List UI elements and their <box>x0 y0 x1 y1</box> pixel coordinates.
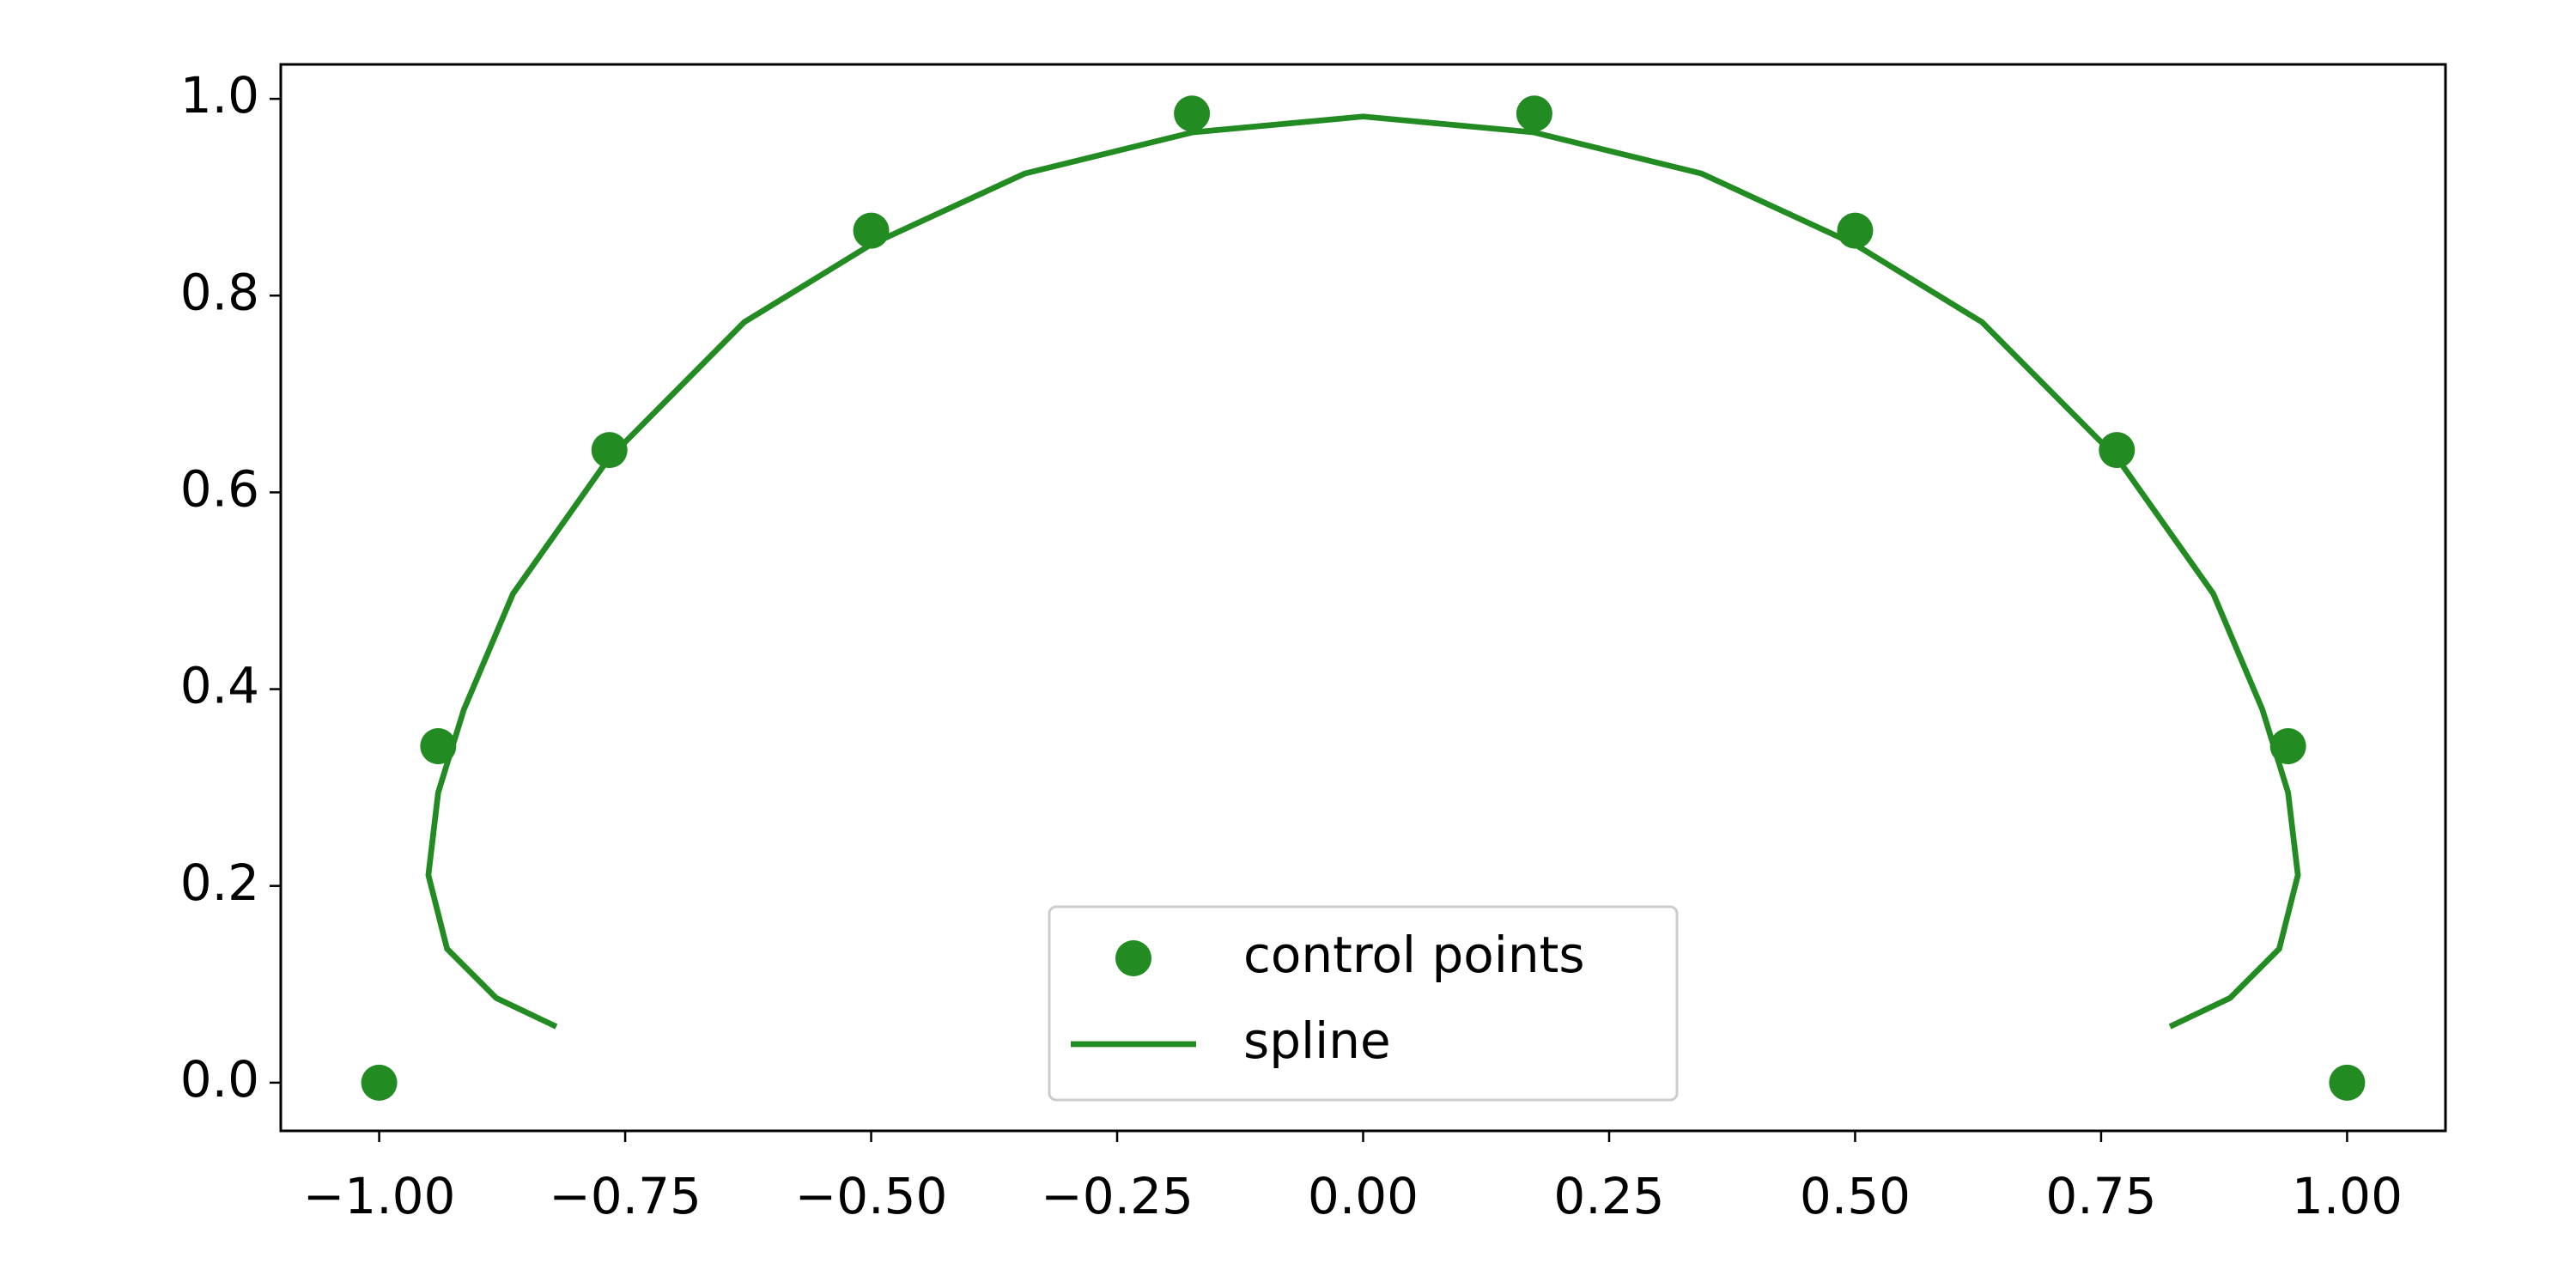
x-tick-label: 0.75 <box>2045 1167 2156 1225</box>
legend-marker <box>1115 940 1151 976</box>
x-tick-label: −0.50 <box>795 1167 948 1225</box>
spline-line <box>425 113 2301 1030</box>
x-tick-label: 0.00 <box>1308 1167 1419 1225</box>
x-tick-label: 0.25 <box>1553 1167 1664 1225</box>
legend: control points spline <box>1048 905 1679 1102</box>
y-tick-label: 0.2 <box>180 854 259 912</box>
control-point <box>1174 95 1211 132</box>
control-point <box>361 1064 398 1101</box>
control-point <box>2099 432 2136 469</box>
y-tick-label: 0.0 <box>180 1050 259 1109</box>
x-tick-label: −0.25 <box>1041 1167 1194 1225</box>
x-tick-label: 1.00 <box>2292 1167 2403 1225</box>
x-tick-label: −0.75 <box>549 1167 702 1225</box>
control-point <box>2329 1064 2366 1101</box>
legend-label: spline <box>1243 1012 1391 1070</box>
x-tick-label: −1.00 <box>303 1167 456 1225</box>
y-tick-label: 0.4 <box>180 657 259 715</box>
plot-frame <box>279 63 2447 1133</box>
y-tick-label: 0.6 <box>180 460 259 519</box>
y-tick-label: 0.8 <box>180 263 259 321</box>
control-point <box>1516 95 1552 132</box>
legend-box <box>1048 905 1679 1102</box>
y-tick-label: 1.0 <box>180 66 259 125</box>
x-tick-label: 0.50 <box>1800 1167 1911 1225</box>
legend-label: control points <box>1243 926 1585 984</box>
control-point <box>591 432 628 469</box>
